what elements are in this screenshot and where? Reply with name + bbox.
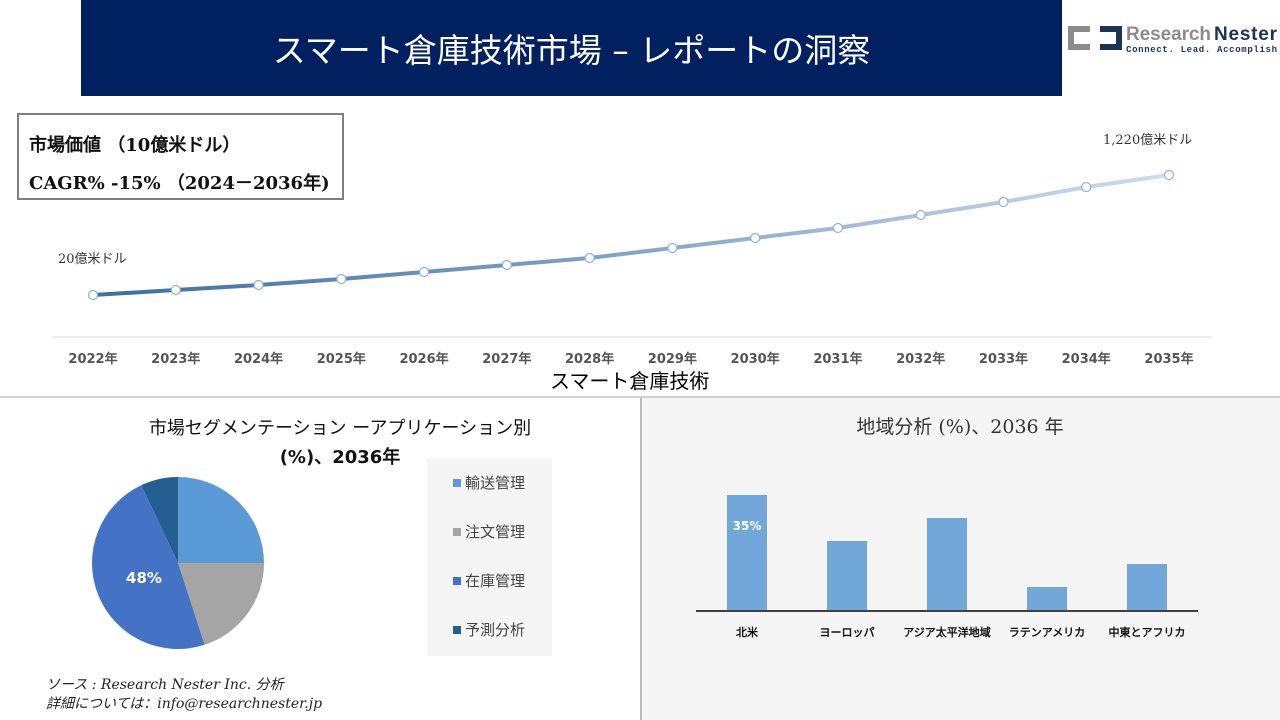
data-point bbox=[336, 273, 347, 285]
legend-swatch bbox=[453, 478, 461, 487]
data-point bbox=[253, 279, 264, 291]
data-point bbox=[750, 232, 761, 244]
bar bbox=[727, 495, 767, 610]
legend-label: 在庫管理 bbox=[465, 572, 526, 590]
market-value-label: 市場価値 （10億米ドル） bbox=[29, 135, 241, 156]
market-line-chart: 2022年 2023年 2024年 2025年 2026年 2027年 2028年 2029年… bbox=[52, 132, 1212, 367]
svg-text:Research: Research bbox=[1126, 24, 1211, 45]
pie-slice bbox=[92, 485, 205, 649]
source-note: ソース : Research Nester Inc. 分析 詳細については：in… bbox=[46, 676, 322, 714]
legend-item: 輸送管理 bbox=[453, 472, 525, 493]
svg-text:Nester: Nester bbox=[1214, 24, 1278, 45]
bar-category-label: アジア太平洋地域 bbox=[903, 626, 991, 639]
pie-chart: 48% bbox=[92, 477, 264, 649]
legend-item: 予測分析 bbox=[453, 619, 525, 640]
pie-title-text: 市場セグメンテーション ーアプリケーション別 bbox=[148, 418, 532, 439]
bar bbox=[1027, 587, 1067, 610]
x-tick-label: 2029年 bbox=[648, 351, 697, 367]
x-tick-label: 2034年 bbox=[1062, 351, 1111, 367]
bar-category-label: ヨーロッパ bbox=[819, 626, 875, 639]
bar bbox=[1127, 564, 1167, 610]
market-line bbox=[92, 173, 1170, 297]
data-point bbox=[1081, 181, 1092, 193]
section-divider bbox=[0, 396, 1280, 398]
legend-label: 注文管理 bbox=[465, 523, 526, 541]
bar bbox=[927, 518, 967, 610]
last-value-label: 1,220億米ドル bbox=[1103, 132, 1192, 148]
chart-overlay-label: スマート倉庫技術 bbox=[550, 369, 710, 393]
bar-chart-title: 地域分析 (%)、2036 年 bbox=[856, 416, 1064, 438]
legend-swatch bbox=[453, 527, 461, 536]
pie-subtitle-text: (%)、2036年 bbox=[279, 447, 401, 468]
x-tick-label: 2032年 bbox=[896, 351, 945, 367]
data-point bbox=[170, 284, 181, 296]
legend-label: 輸送管理 bbox=[465, 474, 526, 492]
x-tick-label: 2024年 bbox=[234, 351, 283, 367]
data-point bbox=[584, 252, 595, 264]
bar-category-label: ラテンアメリカ bbox=[1008, 626, 1086, 639]
legend-swatch bbox=[453, 625, 461, 634]
report-title-banner: スマート倉庫技術市場 – レポートの洞察 bbox=[81, 0, 1062, 96]
legend-item: 在庫管理 bbox=[453, 570, 525, 591]
page-title: スマート倉庫技術市場 – レポートの洞察 bbox=[272, 31, 871, 70]
pie-slice bbox=[178, 477, 264, 563]
bar-data-label: 35% bbox=[733, 519, 762, 533]
bar-category-label: 北米 bbox=[736, 626, 758, 639]
data-point bbox=[832, 222, 844, 234]
x-tick-label: 2028年 bbox=[565, 351, 614, 367]
source-text: ソース : Research Nester Inc. 分析 bbox=[46, 677, 284, 693]
data-point bbox=[418, 266, 430, 278]
regional-bar-chart: 35% bbox=[696, 495, 1198, 612]
data-point bbox=[87, 289, 99, 301]
x-tick-label: 2026年 bbox=[399, 351, 448, 367]
pie-chart-title: 市場セグメンテーション ーアプリケーション別 (%)、2036年 bbox=[120, 414, 560, 472]
x-tick-label: 2030年 bbox=[731, 351, 780, 367]
x-tick-label: 2033年 bbox=[979, 351, 1028, 367]
data-point bbox=[667, 242, 678, 254]
pie-legend: 輸送管理注文管理在庫管理予測分析 bbox=[427, 458, 552, 656]
contact-text: 詳細については：info@researchnester.jp bbox=[46, 696, 323, 712]
cagr-label: CAGR% -15% （2024－2036年) bbox=[29, 173, 330, 194]
data-point bbox=[998, 196, 1009, 208]
first-value-label: 20億米ドル bbox=[58, 251, 127, 267]
x-tick-label: 2022年 bbox=[68, 351, 117, 367]
x-tick-label: 2023年 bbox=[151, 351, 200, 367]
legend-item: 注文管理 bbox=[453, 521, 525, 542]
svg-text:Connect. Lead. Accomplish: Connect. Lead. Accomplish bbox=[1126, 45, 1277, 55]
data-point bbox=[915, 209, 926, 221]
market-info-box: 市場価値 （10億米ドル） CAGR% -15% （2024－2036年) bbox=[17, 113, 344, 200]
x-tick-label: 2035年 bbox=[1144, 351, 1193, 367]
x-tick-label: 2031年 bbox=[813, 351, 862, 367]
data-point bbox=[1163, 169, 1175, 181]
pie-data-label: 48% bbox=[126, 569, 162, 587]
pie-slice bbox=[141, 477, 178, 563]
pie-slice bbox=[178, 563, 264, 645]
bar bbox=[827, 541, 867, 610]
legend-label: 予測分析 bbox=[465, 621, 526, 639]
bar-category-label: 中東とアフリカ bbox=[1108, 626, 1186, 639]
research-nester-logo: Research Nester Connect. Lead. Accomplis… bbox=[1064, 18, 1280, 58]
legend-swatch bbox=[453, 576, 461, 585]
x-tick-label: 2025年 bbox=[317, 351, 366, 367]
x-tick-label: 2027年 bbox=[482, 351, 531, 367]
data-point bbox=[501, 259, 512, 271]
